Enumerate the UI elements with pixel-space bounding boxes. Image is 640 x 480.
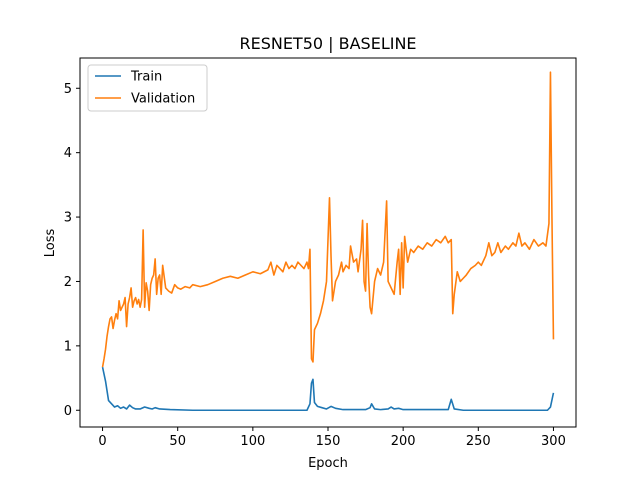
x-tick-label: 100 (240, 434, 265, 449)
series-line-validation (101, 71, 555, 368)
x-tick-label: 200 (391, 434, 416, 449)
x-tick-label: 50 (169, 434, 186, 449)
chart-title: RESNET50 | BASELINE (239, 34, 416, 53)
y-tick-label: 5 (64, 82, 72, 97)
legend-label-validation: Validation (131, 92, 195, 107)
y-tick-label: 1 (64, 339, 72, 354)
x-tick-label: 250 (466, 434, 491, 449)
y-axis: 0 1 2 3 4 5 (64, 82, 80, 419)
x-tick-label: 150 (316, 434, 341, 449)
y-tick-label: 4 (64, 146, 72, 161)
y-tick-label: 2 (64, 275, 72, 290)
series-layer (101, 71, 555, 412)
x-axis: 0 50 100 150 200 250 300 (98, 427, 566, 449)
legend-label-train: Train (130, 70, 162, 85)
y-axis-label: Loss (43, 229, 58, 258)
legend: Train Validation (87, 64, 208, 112)
x-tick-label: 300 (541, 434, 566, 449)
y-tick-label: 3 (64, 211, 72, 226)
series-line-train (101, 366, 555, 412)
y-tick-label: 0 (64, 404, 72, 419)
x-axis-label: Epoch (308, 456, 348, 471)
x-tick-label: 0 (98, 434, 106, 449)
